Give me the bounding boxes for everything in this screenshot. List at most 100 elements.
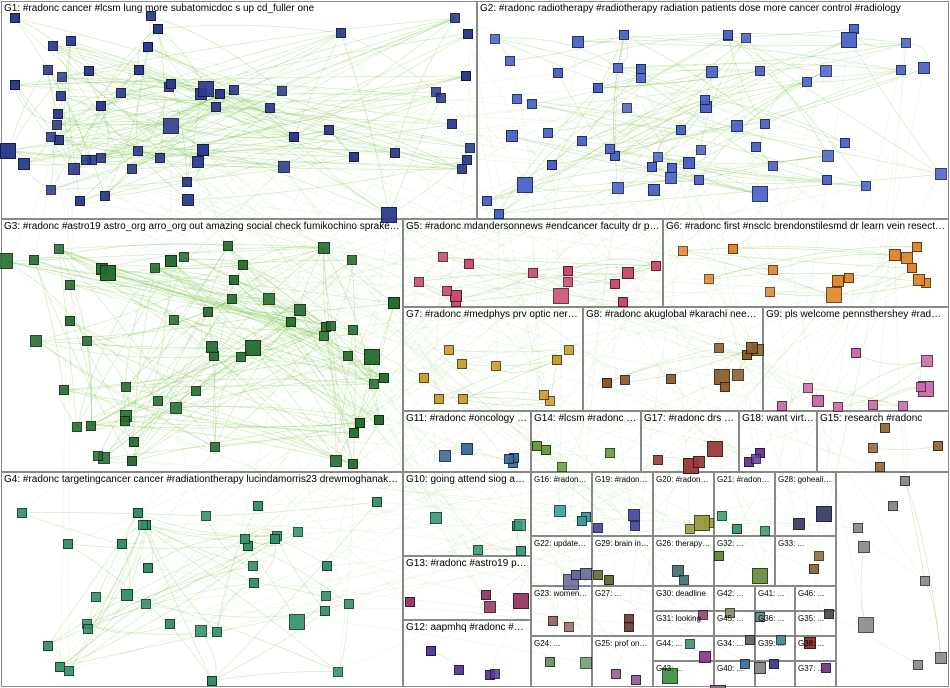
- graph-node[interactable]: [83, 624, 93, 634]
- graph-node[interactable]: [458, 394, 468, 404]
- graph-node[interactable]: [86, 421, 96, 431]
- graph-node[interactable]: [580, 657, 592, 669]
- graph-node[interactable]: [619, 30, 629, 40]
- graph-node[interactable]: [612, 182, 624, 194]
- graph-node[interactable]: [0, 253, 13, 269]
- graph-node[interactable]: [539, 390, 549, 400]
- graph-node[interactable]: [622, 267, 634, 279]
- graph-node[interactable]: [52, 120, 62, 130]
- graph-node[interactable]: [48, 41, 58, 51]
- graph-node[interactable]: [557, 462, 567, 472]
- graph-node[interactable]: [349, 428, 359, 438]
- graph-node[interactable]: [683, 157, 695, 169]
- graph-node[interactable]: [858, 541, 870, 553]
- graph-node[interactable]: [593, 523, 603, 533]
- graph-node[interactable]: [777, 401, 787, 411]
- graph-node[interactable]: [286, 317, 296, 327]
- graph-node[interactable]: [563, 277, 573, 287]
- graph-node[interactable]: [541, 445, 551, 455]
- graph-node[interactable]: [120, 416, 130, 426]
- graph-node[interactable]: [372, 497, 382, 507]
- graph-node[interactable]: [146, 11, 156, 21]
- graph-node[interactable]: [462, 155, 472, 165]
- graph-node[interactable]: [822, 150, 834, 162]
- graph-node[interactable]: [133, 508, 143, 518]
- graph-node[interactable]: [918, 62, 930, 74]
- graph-node[interactable]: [150, 263, 160, 273]
- graph-node[interactable]: [816, 506, 832, 522]
- graph-node[interactable]: [18, 158, 30, 170]
- graph-node[interactable]: [29, 255, 39, 265]
- graph-node[interactable]: [65, 316, 75, 326]
- graph-node[interactable]: [430, 512, 442, 524]
- graph-node[interactable]: [265, 103, 275, 113]
- graph-node[interactable]: [624, 622, 634, 632]
- graph-node[interactable]: [153, 396, 163, 406]
- graph-node[interactable]: [740, 659, 750, 669]
- graph-node[interactable]: [898, 401, 908, 411]
- graph-node[interactable]: [444, 345, 454, 355]
- graph-node[interactable]: [195, 625, 207, 637]
- graph-node[interactable]: [723, 30, 733, 40]
- graph-node[interactable]: [628, 509, 640, 521]
- graph-node[interactable]: [921, 355, 933, 367]
- graph-node[interactable]: [277, 86, 287, 96]
- graph-node[interactable]: [593, 83, 603, 93]
- graph-node[interactable]: [896, 65, 906, 75]
- graph-node[interactable]: [751, 142, 761, 152]
- graph-node[interactable]: [516, 546, 526, 556]
- graph-node[interactable]: [751, 454, 761, 464]
- graph-node[interactable]: [631, 675, 641, 685]
- graph-node[interactable]: [165, 619, 175, 629]
- graph-node[interactable]: [117, 539, 127, 549]
- graph-node[interactable]: [610, 279, 620, 289]
- graph-node[interactable]: [138, 520, 148, 530]
- graph-node[interactable]: [552, 355, 562, 365]
- graph-node[interactable]: [344, 599, 354, 609]
- graph-node[interactable]: [388, 297, 400, 309]
- graph-node[interactable]: [405, 597, 415, 607]
- graph-node[interactable]: [30, 335, 42, 347]
- graph-node[interactable]: [506, 130, 518, 142]
- graph-node[interactable]: [714, 551, 724, 561]
- graph-node[interactable]: [447, 119, 457, 129]
- graph-node[interactable]: [841, 32, 857, 48]
- graph-node[interactable]: [96, 153, 106, 163]
- graph-node[interactable]: [527, 99, 537, 109]
- graph-node[interactable]: [580, 568, 592, 580]
- graph-node[interactable]: [868, 400, 878, 410]
- graph-node[interactable]: [698, 610, 708, 620]
- graph-node[interactable]: [704, 274, 714, 284]
- graph-node[interactable]: [91, 592, 101, 602]
- graph-node[interactable]: [832, 275, 844, 287]
- graph-node[interactable]: [320, 606, 330, 616]
- graph-node[interactable]: [289, 132, 299, 142]
- graph-node[interactable]: [611, 669, 621, 679]
- graph-node[interactable]: [464, 259, 474, 269]
- graph-node[interactable]: [920, 576, 930, 586]
- graph-node[interactable]: [63, 539, 73, 549]
- graph-node[interactable]: [636, 64, 646, 74]
- graph-node[interactable]: [696, 145, 706, 155]
- graph-node[interactable]: [141, 599, 151, 609]
- graph-node[interactable]: [64, 666, 74, 676]
- graph-node[interactable]: [572, 36, 584, 48]
- graph-node[interactable]: [191, 386, 201, 396]
- graph-node[interactable]: [293, 527, 303, 537]
- graph-node[interactable]: [390, 148, 400, 158]
- graph-node[interactable]: [439, 450, 451, 462]
- graph-node[interactable]: [374, 415, 384, 425]
- graph-node[interactable]: [685, 639, 695, 649]
- graph-node[interactable]: [127, 456, 137, 466]
- graph-node[interactable]: [833, 402, 843, 412]
- graph-node[interactable]: [554, 505, 566, 517]
- graph-node[interactable]: [197, 144, 209, 156]
- graph-node[interactable]: [212, 627, 222, 637]
- graph-node[interactable]: [725, 608, 735, 618]
- graph-node[interactable]: [127, 164, 137, 174]
- graph-node[interactable]: [760, 526, 770, 536]
- graph-node[interactable]: [732, 369, 744, 381]
- graph-node[interactable]: [169, 315, 179, 325]
- graph-node[interactable]: [665, 172, 677, 184]
- graph-node[interactable]: [821, 663, 831, 673]
